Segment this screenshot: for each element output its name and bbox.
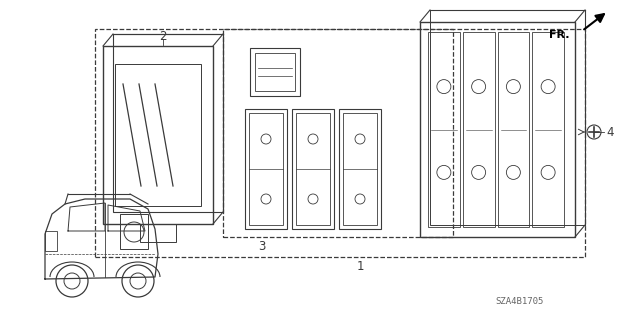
Bar: [463, 32, 495, 227]
Text: FR.: FR.: [550, 30, 570, 40]
Bar: [497, 32, 529, 227]
Bar: [120, 214, 148, 249]
Bar: [292, 109, 334, 229]
Bar: [339, 109, 381, 229]
Bar: [95, 29, 585, 257]
Bar: [45, 231, 57, 251]
Bar: [296, 113, 330, 225]
Bar: [250, 48, 300, 96]
Text: 3: 3: [259, 241, 266, 254]
Bar: [428, 32, 460, 227]
Bar: [103, 46, 213, 224]
Text: 4: 4: [606, 125, 614, 138]
Bar: [245, 109, 287, 229]
Bar: [255, 53, 295, 91]
Bar: [113, 34, 223, 212]
Text: 1: 1: [356, 261, 364, 273]
Bar: [115, 64, 201, 206]
Bar: [532, 32, 564, 227]
Bar: [430, 10, 585, 225]
Bar: [140, 224, 176, 242]
Text: SZA4B1705: SZA4B1705: [496, 296, 544, 306]
Bar: [223, 29, 453, 237]
Bar: [249, 113, 283, 225]
Bar: [343, 113, 377, 225]
Text: 2: 2: [159, 29, 167, 42]
Bar: [420, 22, 575, 237]
